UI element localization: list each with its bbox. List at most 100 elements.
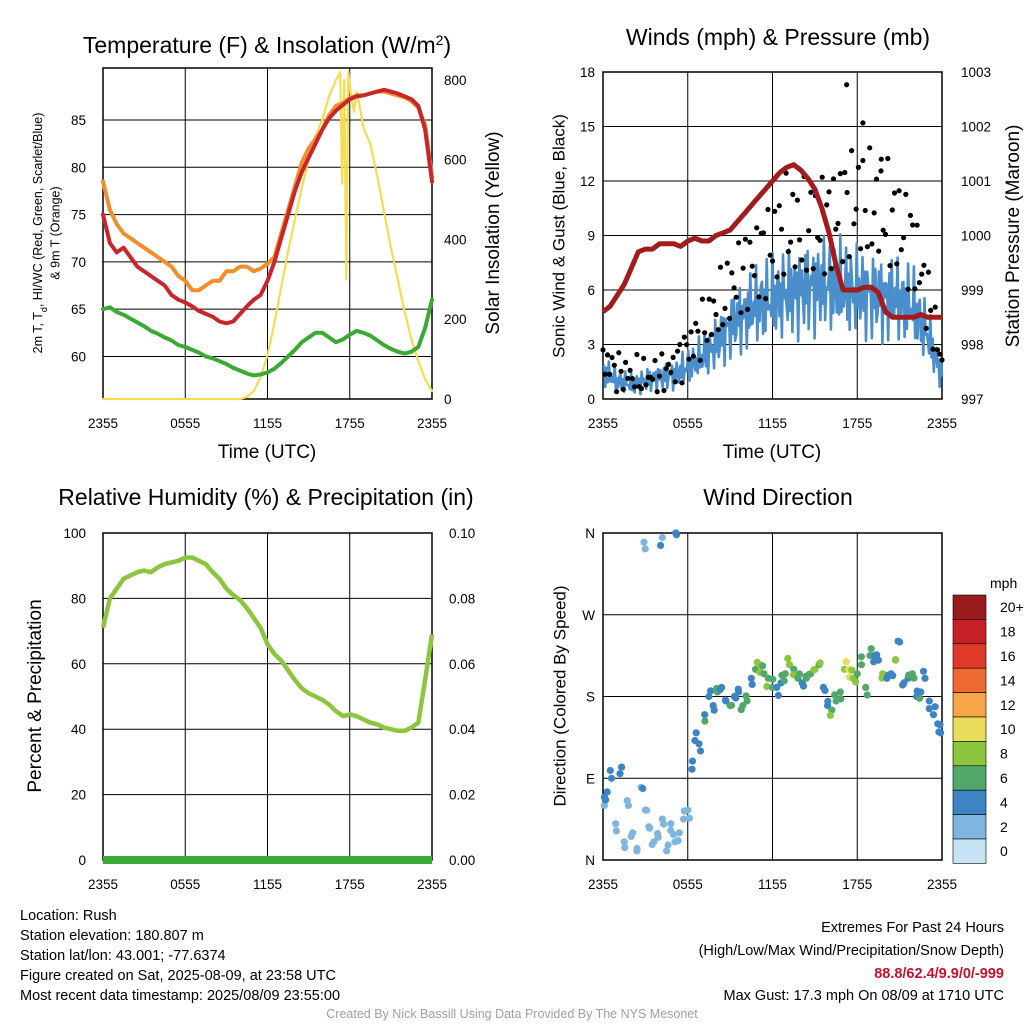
direction-point	[826, 711, 834, 720]
direction-point	[716, 686, 724, 694]
direction-point	[641, 545, 649, 553]
y-tick-label: 80	[71, 160, 86, 175]
gust-point	[928, 307, 934, 313]
x-tick-label: 2355	[588, 877, 618, 892]
gust-point	[754, 225, 760, 231]
direction-point	[848, 666, 856, 674]
y2-tick-label: 0.08	[449, 591, 475, 606]
direction-point	[931, 703, 939, 711]
gust-point	[763, 296, 769, 302]
recent-data-timestamp: Most recent data timestamp: 2025/08/09 2…	[20, 988, 341, 1004]
direction-point	[664, 841, 672, 849]
y-tick-label: N	[585, 526, 595, 541]
gust-point	[604, 352, 611, 358]
gust-point	[751, 273, 758, 279]
gust-point	[641, 355, 647, 361]
y-tick-label: W	[582, 608, 595, 623]
y2-tick-label: 1002	[961, 120, 991, 135]
gust-point	[921, 262, 927, 268]
gust-point	[934, 347, 941, 353]
gust-point	[702, 330, 708, 336]
direction-point	[857, 661, 866, 669]
direction-point	[727, 701, 736, 709]
gust-point	[896, 188, 902, 194]
gust-point	[638, 385, 645, 392]
gust-point	[776, 203, 782, 209]
gust-point	[860, 157, 866, 164]
direction-point	[607, 774, 616, 782]
colorbar-title: mph	[990, 575, 1017, 591]
gust-point	[799, 257, 805, 263]
y-tick-label: 6	[587, 283, 595, 298]
direction-point	[695, 740, 703, 748]
y2-axis-label: Solar Insolation (Yellow)	[483, 131, 504, 334]
y2-tick-label: 1003	[961, 65, 991, 80]
gust-point	[729, 270, 735, 276]
y2-tick-label: 998	[961, 338, 984, 353]
colorbar-swatch	[952, 789, 987, 815]
gust-point	[659, 351, 665, 357]
gust-point	[794, 197, 801, 203]
figure-created: Figure created on Sat, 2025-08-09, at 23…	[20, 968, 336, 984]
y2-tick-label: 0.02	[449, 788, 475, 803]
gust-point	[627, 367, 633, 373]
chart-title: Temperature (F) & Insolation (W/m2)	[83, 32, 451, 58]
gust-point	[717, 264, 724, 270]
gust-point	[616, 350, 622, 356]
direction-point	[810, 666, 818, 674]
direction-point	[688, 757, 697, 765]
series-line-rh	[100, 555, 435, 734]
colorbar-swatch	[952, 838, 987, 864]
x-axis-label: Time (UTC)	[723, 442, 822, 463]
y2-tick-label: 0	[444, 392, 452, 407]
gust-point	[643, 382, 649, 388]
gust-point	[860, 120, 866, 126]
direction-point	[653, 829, 662, 838]
colorbar-label: 2	[1000, 819, 1008, 835]
gust-point	[842, 169, 848, 176]
gust-point	[675, 348, 681, 354]
gust-point	[785, 249, 791, 255]
y-tick-label: E	[586, 771, 595, 786]
y-tick-label: 65	[71, 302, 86, 317]
colorbar-swatch	[952, 716, 987, 742]
gust-point	[869, 241, 875, 247]
y2-tick-label: 400	[444, 232, 467, 247]
y-tick-label: 9	[587, 229, 595, 244]
direction-point	[732, 694, 740, 702]
gust-point	[693, 320, 699, 326]
direction-point	[781, 670, 789, 678]
colorbar-label: 10	[1000, 721, 1016, 737]
panel-3: 2355 0555 1155 1755 2355 N E S W N Wind Direction D…	[550, 484, 957, 892]
direction-point	[747, 674, 755, 682]
y-tick-label: 80	[71, 591, 86, 606]
direction-point	[602, 796, 610, 804]
gust-point	[688, 329, 694, 335]
y-tick-label: 60	[71, 349, 86, 364]
gust-point	[833, 226, 839, 232]
gust-point	[634, 351, 640, 358]
gust-point	[910, 222, 916, 228]
gust-point	[844, 189, 850, 196]
direction-point	[842, 658, 850, 666]
gust-point	[677, 341, 683, 348]
gust-point	[684, 342, 690, 348]
direction-point	[657, 541, 665, 550]
gust-point	[722, 305, 728, 311]
y-axis-label: Sonic Wind & Gust (Blue, Black)	[549, 114, 568, 358]
x-tick-label: 0555	[673, 877, 703, 892]
direction-point	[785, 661, 794, 669]
gust-point	[912, 286, 918, 292]
direction-point	[667, 820, 675, 828]
gust-point	[905, 286, 911, 292]
direction-point	[737, 706, 745, 714]
plot-frame	[102, 67, 433, 400]
colorbar-label: 12	[1000, 697, 1016, 713]
direction-point	[780, 677, 788, 685]
gust-point	[765, 206, 771, 213]
gust-point	[620, 386, 626, 392]
y2-tick-label: 0.06	[449, 657, 475, 672]
gust-point	[830, 176, 837, 182]
gust-point	[715, 327, 721, 333]
direction-point	[639, 784, 647, 793]
